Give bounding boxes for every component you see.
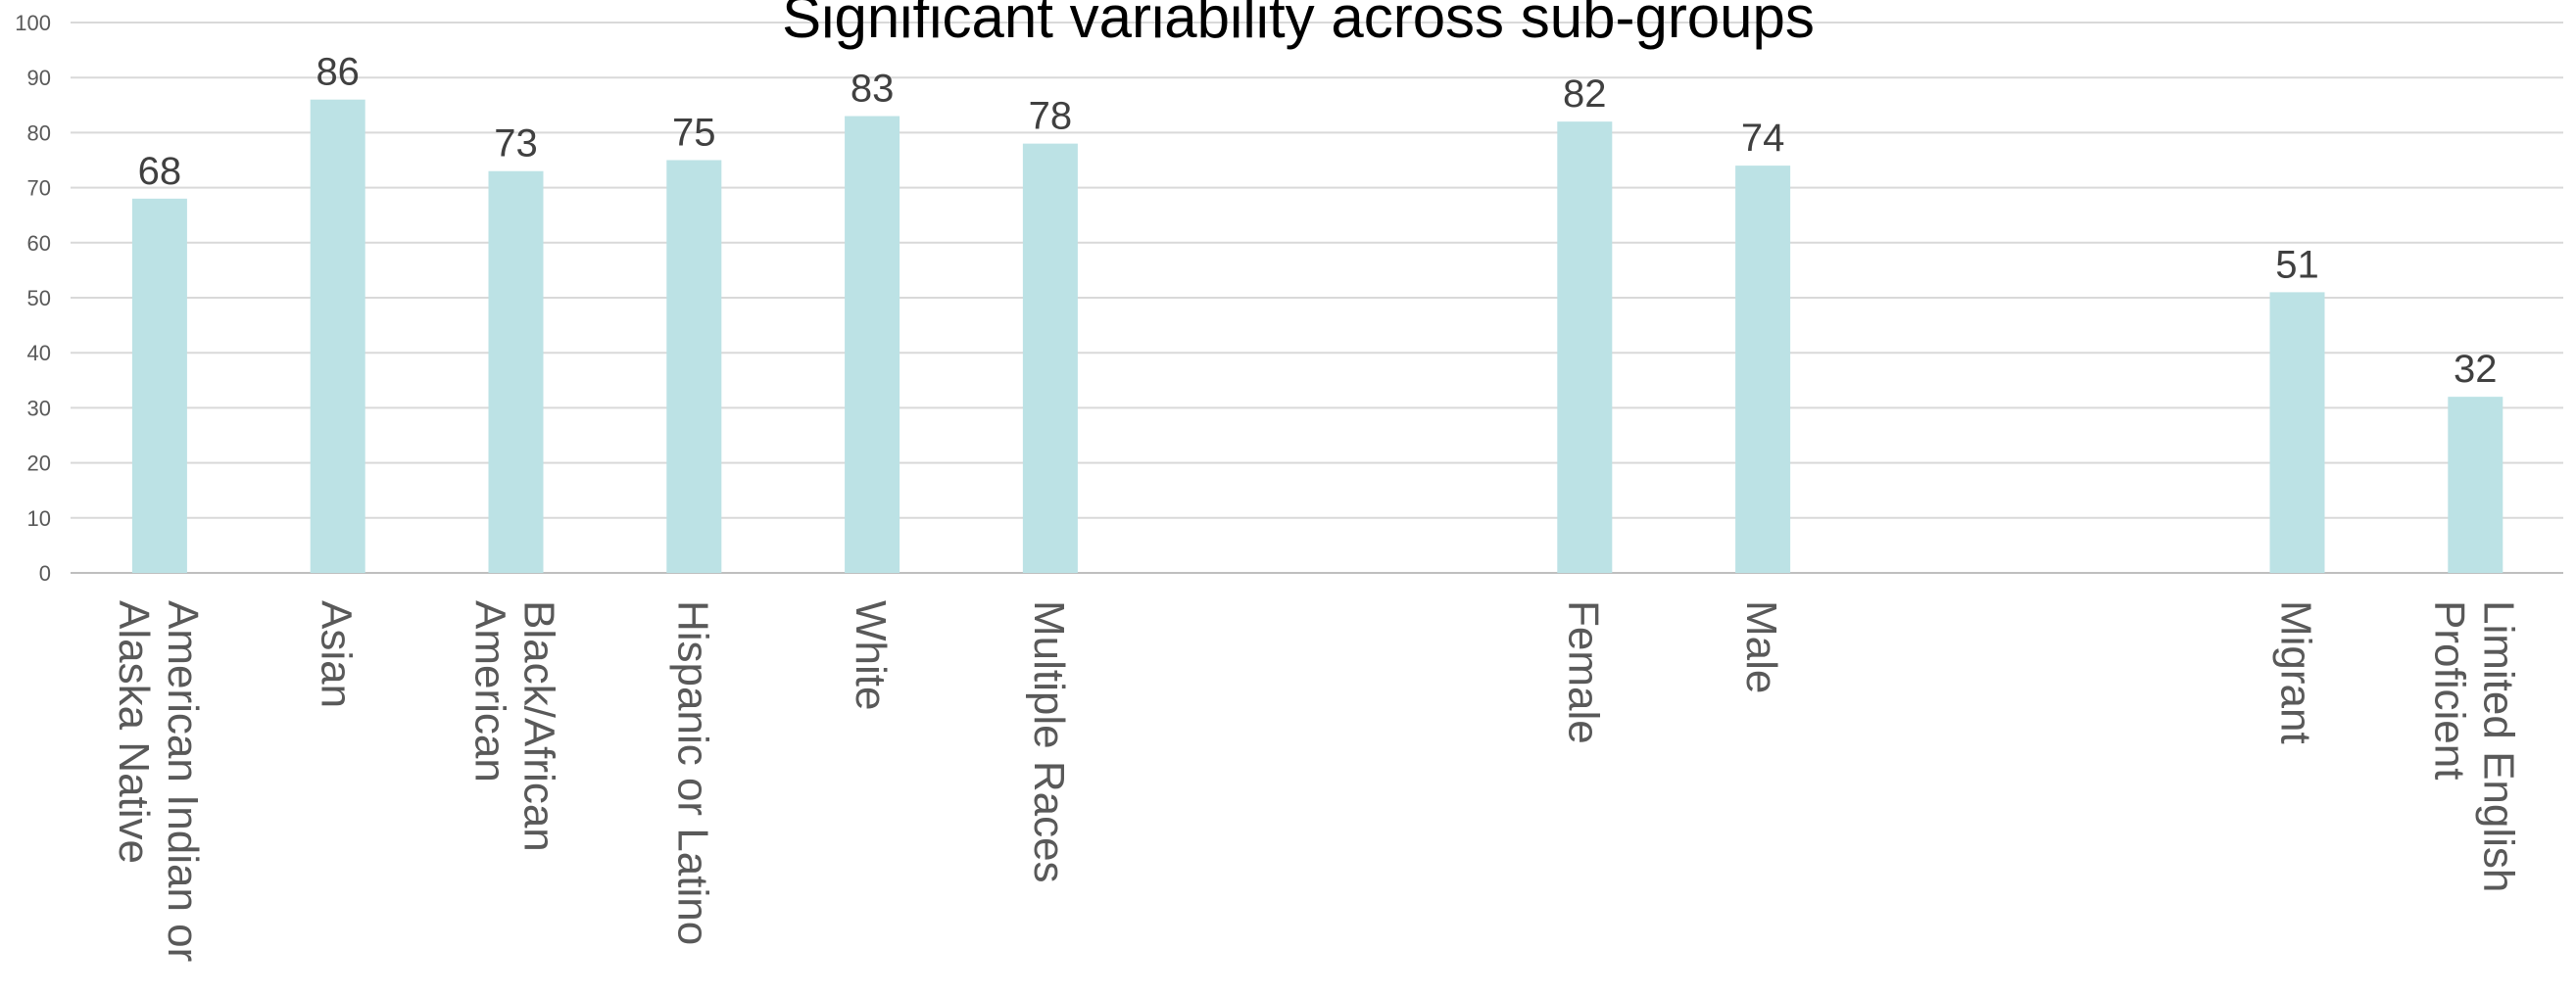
bar <box>1557 121 1613 573</box>
x-category-label: Female <box>1559 600 1607 744</box>
y-tick-label: 70 <box>27 176 51 201</box>
data-label: 75 <box>672 112 716 155</box>
bar <box>488 170 544 574</box>
x-category-label-line: Asian <box>313 600 361 708</box>
data-label: 78 <box>1029 95 1073 138</box>
data-label: 68 <box>138 150 182 193</box>
x-category-label: Migrant <box>2272 600 2320 744</box>
bar <box>2448 397 2503 573</box>
y-tick-label: 80 <box>27 120 51 145</box>
x-category-label-line: Black/African <box>515 600 563 852</box>
y-tick-label: 10 <box>27 506 51 531</box>
x-category-label-line: Migrant <box>2272 600 2320 744</box>
x-category-label-line: Multiple Races <box>1025 600 1073 883</box>
x-category-label-line: Limited English <box>2474 600 2522 892</box>
data-label: 83 <box>851 68 895 111</box>
data-labels: 688673758378827451327466 <box>138 51 2498 391</box>
data-label: 74 <box>1741 117 1785 160</box>
x-category-label: Multiple Races <box>1025 600 1073 883</box>
x-category-label: Black/AfricanAmerican <box>466 600 563 852</box>
x-category-label: White <box>847 600 895 710</box>
bar <box>1022 143 1078 573</box>
bars <box>131 99 2503 574</box>
x-category-label-line: American Indian or <box>159 600 207 962</box>
y-tick-label: 0 <box>39 561 51 586</box>
x-category-label: Male <box>1737 600 1785 693</box>
x-category-label-line: Female <box>1559 600 1607 744</box>
x-category-label: American Indian orAlaska Native <box>110 600 207 962</box>
y-tick-label: 100 <box>15 11 51 35</box>
bar <box>845 116 900 573</box>
x-category-label-line: Male <box>1737 600 1785 693</box>
y-tick-label: 40 <box>27 341 51 365</box>
data-label: 51 <box>2275 243 2319 286</box>
gridlines <box>71 22 2563 574</box>
y-tick-label: 20 <box>27 451 51 476</box>
data-label: 73 <box>494 122 538 166</box>
data-label: 32 <box>2454 348 2498 391</box>
x-category-label: Asian <box>313 600 361 708</box>
y-tick-label: 30 <box>27 396 51 420</box>
y-tick-label: 50 <box>27 286 51 310</box>
x-category-label-line: Alaska Native <box>110 600 158 864</box>
bar <box>310 99 365 574</box>
data-label: 86 <box>316 51 360 94</box>
x-category-label: Limited EnglishProficient <box>2425 600 2522 892</box>
x-category-label-line: American <box>466 600 514 783</box>
x-category-label: Hispanic or Latino <box>668 600 716 945</box>
bar <box>1735 166 1791 573</box>
chart-title: Significant variability across sub-group… <box>782 0 1815 50</box>
x-category-label-line: White <box>847 600 895 710</box>
x-category-label-line: Hispanic or Latino <box>668 600 716 945</box>
y-tick-label: 90 <box>27 66 51 90</box>
y-axis-ticks: 0 10 20 30 40 50 60 70 80 90 100 <box>15 11 51 586</box>
data-label: 82 <box>1563 72 1607 116</box>
y-tick-label: 60 <box>27 231 51 256</box>
bar <box>2269 292 2325 573</box>
x-axis-category-labels: American Indian orAlaska Native Asian Blac… <box>110 600 2522 962</box>
bar <box>131 198 187 573</box>
x-category-label-line: Proficient <box>2425 600 2473 780</box>
bar <box>666 160 722 573</box>
